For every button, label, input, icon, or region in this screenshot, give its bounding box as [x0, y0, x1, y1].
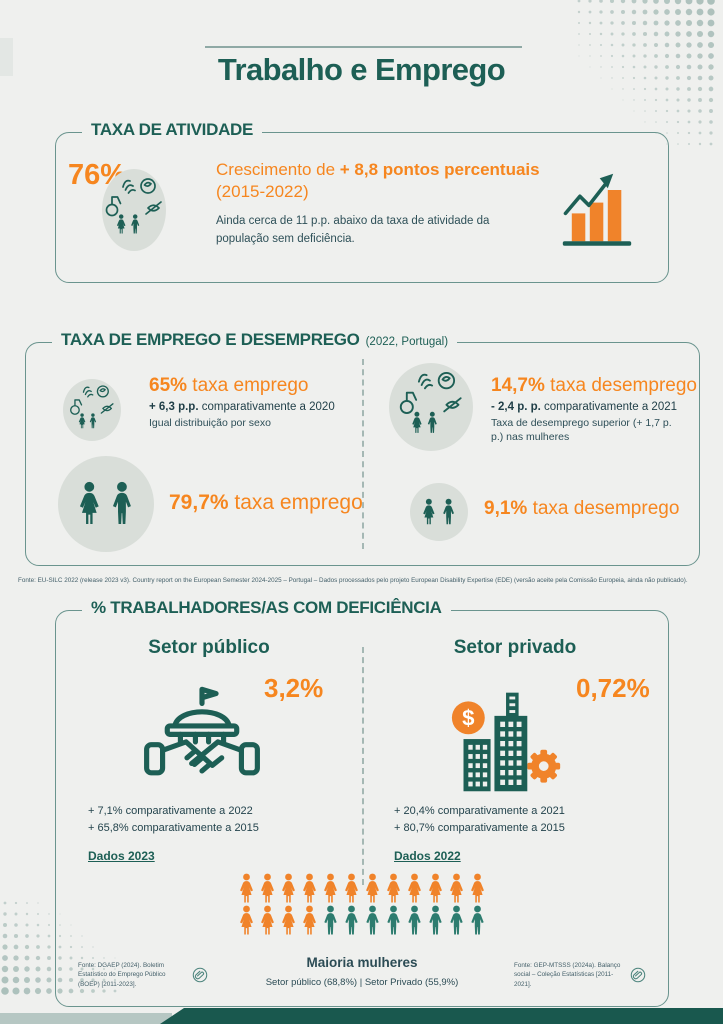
woman-figure-icon — [366, 873, 379, 903]
emprego-2022-delta: + 6,3 p.p. — [149, 401, 199, 413]
woman-figure-icon — [261, 905, 274, 935]
man-figure-icon — [387, 905, 400, 935]
desemprego-2022-value: 14,7% — [491, 375, 545, 396]
growth-period: (2015-2022) — [216, 182, 309, 202]
woman-figure-icon — [282, 905, 295, 935]
woman-figure-icon — [240, 905, 253, 935]
desemprego-2022-delta-rest: comparativamente a 2021 — [540, 401, 678, 413]
growth-prefix: Crescimento de — [216, 160, 340, 179]
section-header-emprego-text: TAXA DE EMPREGO E DESEMPREGO — [61, 330, 360, 349]
emprego-2022-value: 65% — [149, 375, 188, 396]
man-figure-icon — [345, 905, 358, 935]
setor-privado-title: Setor privado — [453, 637, 577, 658]
privado-comp-1: + 20,4% comparativamente a 2021 — [394, 805, 565, 817]
gender-pictogram — [56, 873, 668, 935]
card-taxa-atividade: TAXA DE ATIVIDADE 76% Crescimento de + 8… — [55, 120, 669, 283]
woman-figure-icon — [450, 873, 463, 903]
man-figure-icon — [408, 905, 421, 935]
attachment-icon[interactable] — [192, 967, 208, 983]
footer-band-light — [0, 1013, 172, 1024]
emprego-2022-note: Igual distribuição por sexo — [149, 417, 271, 429]
atividade-text: Crescimento de + 8,8 pontos percentuais … — [216, 159, 568, 248]
man-figure-icon — [324, 905, 337, 935]
desemprego-total-label: taxa desemprego — [527, 498, 680, 519]
cell-emprego-total: 79,7% taxa emprego — [169, 491, 363, 515]
setor-publico-value: 3,2% — [264, 673, 324, 703]
desemprego-total-value: 9,1% — [484, 498, 528, 519]
section-header-emprego-suffix: (2022, Portugal) — [365, 336, 449, 348]
fonte-setor-privado: Fonte: GEP-MTSSS (2024a). Balanço social… — [514, 962, 621, 988]
corner-accent — [0, 38, 13, 76]
setor-publico-title: Setor público — [148, 637, 270, 658]
publico-comp-2: + 65,8% comparativamente a 2015 — [88, 822, 259, 834]
setor-publico-comparatives: + 7,1% comparativamente a 2022 + 65,8% c… — [88, 803, 259, 837]
emprego-total-label: taxa emprego — [228, 491, 363, 514]
dados-2023-link[interactable]: Dados 2023 — [88, 849, 155, 863]
setor-privado-comparatives: + 20,4% comparativamente a 2021 + 80,7% … — [394, 803, 565, 837]
disability-people-icon — [63, 379, 121, 441]
government-handshake-icon — [141, 679, 263, 801]
desemprego-2022-label: taxa desemprego — [544, 375, 697, 396]
woman-figure-icon — [240, 873, 253, 903]
section-header-atividade: TAXA DE ATIVIDADE — [82, 120, 263, 140]
dados-2022-link[interactable]: Dados 2022 — [394, 849, 461, 863]
disability-people-icon — [389, 363, 473, 451]
desemprego-2022-note: Taxa de desemprego superior (+ 1,7 p. p.… — [491, 417, 672, 444]
column-divider — [362, 359, 364, 549]
emprego-total-value: 79,7% — [169, 491, 229, 514]
growth-bar-chart-icon — [561, 165, 633, 251]
section-header-emprego: TAXA DE EMPREGO E DESEMPREGO (2022, Portu… — [52, 330, 458, 350]
woman-figure-icon — [324, 873, 337, 903]
woman-figure-icon — [261, 873, 274, 903]
card-trabalhadores-deficiencia: % TRABALHADORES/AS COM DEFICIÊNCIA Setor… — [55, 598, 669, 1007]
fonte-setor-publico: Fonte: DGAEP (2024). Boletim Estatístico… — [78, 962, 166, 988]
growth-bold: + 8,8 pontos percentuais — [339, 160, 540, 179]
man-figure-icon — [429, 905, 442, 935]
atividade-note: Ainda cerca de 11 p.p. abaixo da taxa de… — [216, 215, 490, 245]
woman-figure-icon — [303, 873, 316, 903]
title-divider — [205, 46, 522, 48]
emprego-2022-delta-rest: comparativamente a 2020 — [198, 401, 335, 413]
page-title: Trabalho e Emprego — [217, 52, 506, 87]
man-figure-icon — [366, 905, 379, 935]
woman-figure-icon — [408, 873, 421, 903]
woman-figure-icon — [471, 873, 484, 903]
column-divider — [362, 647, 364, 885]
setor-privado-value: 0,72% — [576, 673, 650, 703]
cell-desemprego-total: 9,1% taxa desemprego — [484, 498, 679, 520]
couple-icon — [410, 483, 468, 541]
halftone-bottom-left — [0, 898, 131, 1012]
cell-desemprego-2022: 14,7% taxa desemprego - 2,4 p. p. compar… — [491, 375, 697, 444]
svg-text:$: $ — [462, 706, 475, 731]
man-figure-icon — [471, 905, 484, 935]
publico-comp-1: + 7,1% comparativamente a 2022 — [88, 805, 253, 817]
man-figure-icon — [450, 905, 463, 935]
desemprego-2022-delta: - 2,4 p. p. — [491, 401, 541, 413]
cell-emprego-2022: 65% taxa emprego + 6,3 p.p. comparativam… — [149, 375, 359, 430]
privado-comp-2: + 80,7% comparativamente a 2015 — [394, 822, 565, 834]
private-buildings-dollar-gear-icon: $ — [444, 683, 570, 799]
fonte-eu-silc: Fonte: EU-SILC 2022 (release 2023 v3). C… — [18, 577, 688, 584]
woman-figure-icon — [429, 873, 442, 903]
woman-figure-icon — [282, 873, 295, 903]
pictogram-caption: Maioria mulheres — [306, 955, 418, 970]
attachment-icon[interactable] — [630, 967, 646, 983]
halftone-top-right — [574, 0, 723, 165]
disability-people-icon — [102, 169, 166, 251]
woman-figure-icon — [345, 873, 358, 903]
section-header-trabalhadores: % TRABALHADORES/AS COM DEFICIÊNCIA — [82, 598, 451, 618]
woman-figure-icon — [387, 873, 400, 903]
emprego-2022-label: taxa emprego — [187, 375, 309, 396]
pictogram-subcaption: Setor público (68,8%) | Setor Privado (5… — [265, 977, 459, 988]
footer-band-dark — [160, 1008, 723, 1024]
couple-icon — [58, 456, 154, 552]
card-emprego-desemprego: TAXA DE EMPREGO E DESEMPREGO (2022, Portu… — [25, 330, 700, 566]
woman-figure-icon — [303, 905, 316, 935]
